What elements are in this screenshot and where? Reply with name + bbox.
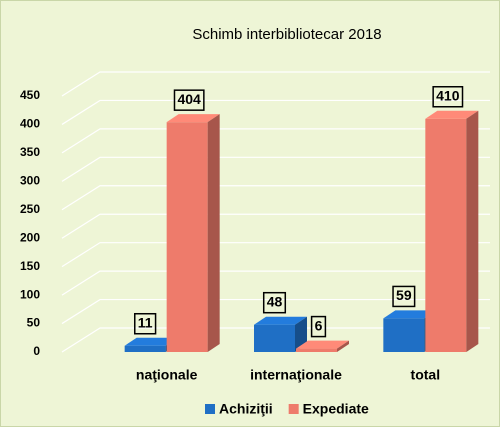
data-label: 59 <box>396 287 412 303</box>
bar-top <box>296 340 349 349</box>
y-tick-label: 450 <box>20 88 40 102</box>
grid-line <box>61 327 490 353</box>
legend-swatch <box>288 404 299 414</box>
bar-top <box>383 310 437 319</box>
bar <box>254 316 307 352</box>
grid-line <box>61 185 490 211</box>
bar-top <box>124 337 178 346</box>
bar-side <box>207 114 220 353</box>
data-label-box <box>310 315 327 338</box>
grid-line <box>61 298 490 325</box>
bar <box>425 110 479 352</box>
y-tick-label: 200 <box>20 230 40 244</box>
chart-title: Schimb interbibliotecar 2018 <box>192 26 381 43</box>
data-label-box <box>173 89 205 111</box>
bar-top <box>425 110 479 119</box>
legend-swatch <box>205 404 215 414</box>
data-label-box <box>432 86 464 108</box>
grid-line <box>61 242 490 268</box>
x-tick-label: internaţionale <box>250 367 342 383</box>
bar-front <box>166 122 208 353</box>
bar-top <box>166 114 220 123</box>
data-label-box <box>134 312 157 335</box>
data-label-box <box>262 291 287 314</box>
grid-line <box>61 156 490 182</box>
x-tick-label: naţionale <box>136 367 198 383</box>
bar-front <box>425 118 467 352</box>
y-tick-label: 0 <box>33 344 40 358</box>
data-label: 11 <box>138 314 153 330</box>
bar <box>296 340 349 352</box>
grid-line <box>61 213 490 239</box>
data-label: 404 <box>177 91 201 107</box>
y-tick-label: 350 <box>20 145 40 159</box>
y-tick-label: 150 <box>20 259 40 273</box>
bar-side <box>295 316 307 352</box>
grid-line <box>61 99 490 125</box>
y-tick-label: 300 <box>20 174 40 188</box>
bar-side <box>337 340 349 352</box>
x-tick-label: total <box>411 367 441 383</box>
y-tick-label: 50 <box>27 316 41 330</box>
bar-top <box>254 316 307 325</box>
grid-line <box>61 270 490 296</box>
grid-line <box>61 71 490 97</box>
grid-line <box>61 128 490 154</box>
legend-label: Achiziţii <box>219 401 273 417</box>
bar-front <box>383 318 425 352</box>
bar-front <box>254 324 295 352</box>
bar-front <box>124 345 166 352</box>
legend-label: Expediate <box>303 401 369 417</box>
data-label: 410 <box>436 87 460 103</box>
bar <box>166 114 220 353</box>
data-label: 6 <box>315 317 323 333</box>
data-label: 48 <box>267 293 283 309</box>
data-label-box <box>392 285 416 308</box>
y-tick-label: 250 <box>20 202 40 216</box>
y-tick-label: 400 <box>20 117 40 131</box>
bar-side <box>466 110 479 352</box>
bar-front <box>296 348 337 352</box>
y-tick-label: 100 <box>20 287 40 301</box>
